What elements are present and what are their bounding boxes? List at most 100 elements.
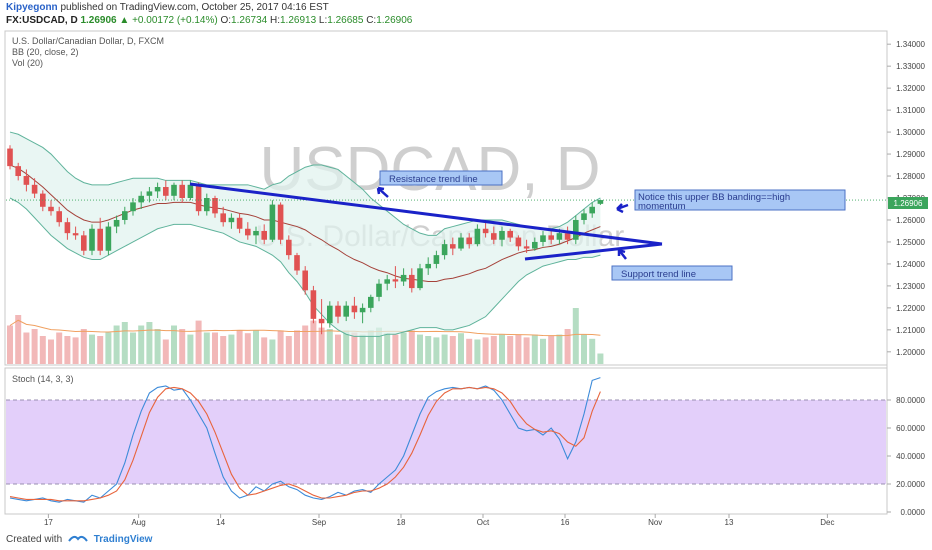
candle-body xyxy=(540,235,546,242)
last-price-marker xyxy=(888,197,928,209)
candle-body xyxy=(97,228,103,251)
notice-callout[interactable] xyxy=(634,189,846,211)
candle-body xyxy=(368,296,374,308)
candle-body xyxy=(56,211,62,223)
series-title: U.S. Dollar/Canadian Dollar, D, FXCM xyxy=(12,36,164,46)
footer: Created with TradingView xyxy=(6,532,152,545)
volume-bar xyxy=(392,334,399,364)
volume-bar xyxy=(499,334,505,364)
volume-bar xyxy=(162,339,169,364)
support-trendline[interactable] xyxy=(524,242,663,261)
price-tick-label: 1.29000 xyxy=(896,150,925,159)
volume-bar xyxy=(474,339,481,364)
time-tick-label: 16 xyxy=(561,518,570,527)
volume-bar xyxy=(581,334,587,364)
candle-body xyxy=(15,166,21,177)
volume-bar xyxy=(154,329,161,364)
resistance-trendline[interactable] xyxy=(189,182,663,246)
candle-body xyxy=(417,268,423,289)
time-tick-label: 17 xyxy=(44,518,53,527)
created-with-text: Created with xyxy=(6,534,63,545)
price-tick-label: 1.30000 xyxy=(896,128,925,137)
close-value: 1.26906 xyxy=(376,15,413,26)
volume-bar xyxy=(220,336,227,364)
stoch-legend[interactable]: Stoch (14, 3, 3) xyxy=(12,374,74,384)
price-tick-label: 1.20000 xyxy=(896,348,925,357)
candle-body xyxy=(48,206,54,212)
candle-body xyxy=(589,206,595,214)
volume-bar xyxy=(80,329,87,364)
volume-bar xyxy=(48,339,54,364)
author-link[interactable]: Kipyegonn xyxy=(6,2,58,13)
price-tick-label: 1.25000 xyxy=(896,238,925,247)
stoch-tick-label: 60.0000 xyxy=(896,424,925,433)
volume-bar xyxy=(130,332,136,364)
price-tick-label: 1.32000 xyxy=(896,84,925,93)
volume-bar xyxy=(400,332,407,364)
candle-body xyxy=(384,279,390,284)
volume-bar xyxy=(367,330,374,364)
candle-body xyxy=(204,198,210,212)
support-callout[interactable] xyxy=(611,265,733,281)
stoch-d-line xyxy=(9,386,601,502)
volume-bar xyxy=(236,330,243,364)
notice-callout-text-2: momentum xyxy=(638,201,686,212)
volume-bar xyxy=(310,320,317,364)
candle-body xyxy=(187,184,194,198)
arrow-icon xyxy=(616,203,629,214)
stoch-tick-label: 40.0000 xyxy=(896,452,925,461)
candle-body xyxy=(212,198,218,214)
time-axis: 17 Aug 14 Sep 18 Oct 16 Nov 13 Dec xyxy=(44,514,835,527)
candle-body xyxy=(294,255,300,271)
resistance-callout[interactable] xyxy=(379,170,503,186)
price-tick-label: 1.31000 xyxy=(896,106,925,115)
publish-header: Kipyegonn published on TradingView.com, … xyxy=(6,2,329,13)
candle-body xyxy=(154,187,161,192)
volume-bar xyxy=(507,336,514,364)
trend-drawings[interactable] xyxy=(189,182,663,261)
volume-ma-line xyxy=(9,319,601,337)
volume-bar xyxy=(408,330,415,364)
time-tick-label: 13 xyxy=(725,518,734,527)
up-arrow-icon: ▲ xyxy=(119,15,130,26)
volume-bar xyxy=(203,332,210,364)
volume-bar xyxy=(425,336,432,364)
candle-body xyxy=(195,184,202,212)
volume-bar xyxy=(556,334,563,364)
candle-body xyxy=(261,230,267,240)
bb-basis-line xyxy=(9,164,601,282)
volume-bar xyxy=(269,339,276,364)
bb-legend[interactable]: BB (20, close, 2) xyxy=(12,47,79,57)
volume-bar xyxy=(244,333,251,364)
volume-bar xyxy=(39,336,46,364)
high-value: 1.26913 xyxy=(279,15,317,26)
candle-body xyxy=(335,305,341,317)
tradingview-brand[interactable]: TradingView xyxy=(93,534,153,545)
volume-bar xyxy=(482,337,489,364)
time-tick-label: 14 xyxy=(216,518,225,527)
volume-bar xyxy=(64,336,71,364)
time-tick-label: 18 xyxy=(397,518,406,527)
volume-bar xyxy=(195,320,202,364)
candle-body xyxy=(458,237,464,249)
last-price-marker-text: 1.26906 xyxy=(894,199,923,208)
candle-body xyxy=(548,235,554,240)
volume-bar xyxy=(7,325,13,364)
candle-body xyxy=(564,233,571,240)
volume-bar xyxy=(89,334,95,364)
candle-body xyxy=(318,318,325,324)
volume-bar xyxy=(277,330,284,364)
vol-legend[interactable]: Vol (20) xyxy=(12,58,43,68)
volume-bar xyxy=(318,327,325,364)
volume-bar xyxy=(326,329,333,364)
candle-body xyxy=(409,274,415,289)
volume-bar xyxy=(466,338,473,364)
volume-bar xyxy=(23,332,30,364)
volume-bar xyxy=(515,334,522,364)
volume-bar xyxy=(179,329,186,364)
price-tick-label: 1.24000 xyxy=(896,260,925,269)
volume-bar xyxy=(589,338,596,364)
time-tick-label: Aug xyxy=(131,518,145,527)
resistance-callout-text: Resistance trend line xyxy=(389,174,478,185)
